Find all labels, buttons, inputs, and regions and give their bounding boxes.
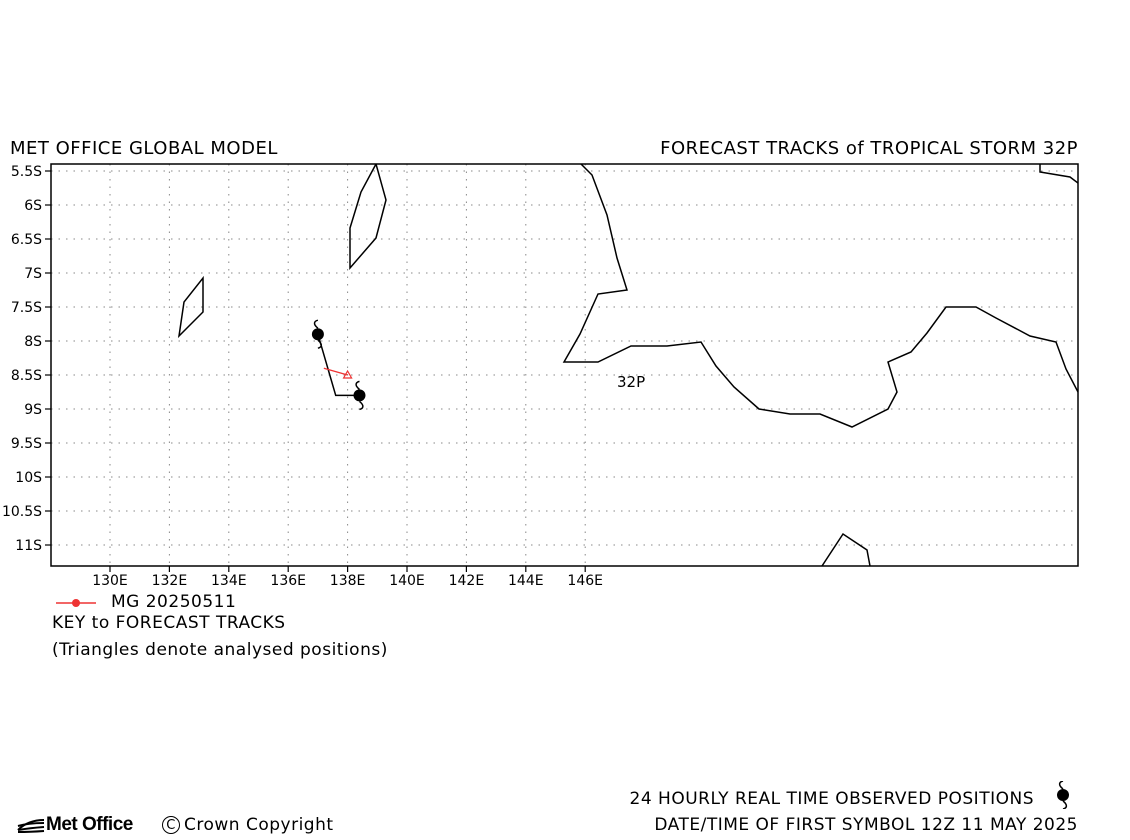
axis-ticks: 5.5S 6S 6.5S 7S 7.5S 8S 8.5S 9S 9.5S 10S 10.5S 11S 1…	[2, 164, 603, 589]
copyright-icon: C	[162, 816, 180, 834]
cyclone-symbol-arm	[317, 339, 323, 349]
lon-tick-label: 144E	[508, 573, 544, 589]
lat-tick-label: 5.5S	[11, 164, 42, 180]
cyclone-symbol-first	[311, 319, 324, 349]
lat-tick-label: 6S	[24, 198, 42, 214]
lon-tick-label: 134E	[211, 573, 247, 589]
lat-tick-label: 10S	[15, 470, 42, 486]
cyclone-symbol-arm	[313, 319, 319, 329]
plot-frame	[50, 163, 1079, 567]
lon-tick-label: 136E	[270, 573, 306, 589]
met-office-logo: Met Office	[16, 812, 133, 838]
analysed-position-triangle	[342, 369, 353, 379]
lon-tick-label: 140E	[389, 573, 425, 589]
key-note: (Triangles denote analysed positions)	[52, 640, 388, 660]
lat-tick-label: 7.5S	[11, 300, 42, 316]
coastline-new-guinea	[562, 164, 1078, 428]
met-office-swirl-icon	[17, 819, 45, 833]
lat-tick-label: 8S	[24, 334, 42, 350]
copyright-notice: C Crown Copyright	[162, 815, 334, 835]
storm-label: 32P	[617, 373, 645, 391]
key-title: KEY to FORECAST TRACKS	[52, 613, 286, 633]
forecast-track-line	[323, 367, 348, 376]
lon-tick-label: 132E	[152, 573, 188, 589]
cyclone-symbol-arm	[355, 380, 360, 390]
observed-track-line	[317, 333, 360, 397]
lon-tick-label: 130E	[92, 573, 128, 589]
coastline-south	[821, 532, 871, 566]
lat-tick-label: 10.5S	[2, 504, 42, 520]
lat-tick-label: 11S	[15, 538, 42, 554]
coastline-northeast	[1039, 164, 1078, 184]
cyclone-symbol-core	[311, 328, 324, 341]
lat-tick-label: 9.5S	[11, 436, 42, 452]
first-symbol-datetime: DATE/TIME OF FIRST SYMBOL 12Z 11 MAY 202…	[654, 815, 1078, 835]
lat-tick-label: 8.5S	[11, 368, 42, 384]
legend-entry-label: MG 20250511	[111, 592, 237, 612]
lat-tick-label: 6.5S	[11, 232, 42, 248]
coastlines	[177, 164, 1078, 566]
coastline-island-west	[177, 275, 204, 339]
cyclone-symbol-icon	[1057, 781, 1069, 809]
copyright-text: Crown Copyright	[184, 815, 334, 835]
observed-positions-label: 24 HOURLY REAL TIME OBSERVED POSITIONS	[629, 789, 1034, 809]
cyclone-symbol-core	[353, 389, 366, 402]
model-title: MET OFFICE GLOBAL MODEL	[10, 138, 278, 159]
tracks	[311, 319, 366, 411]
met-office-logo-text: Met Office	[46, 814, 133, 835]
legend-line-icon	[56, 599, 96, 607]
lon-tick-label: 138E	[330, 573, 366, 589]
chart-title: FORECAST TRACKS of TROPICAL STORM 32P	[660, 138, 1078, 159]
lat-tick-label: 7S	[24, 266, 42, 282]
lat-tick-label: 9S	[24, 402, 42, 418]
cyclone-symbol-last	[353, 380, 366, 411]
coastline-island-north	[349, 164, 387, 271]
lon-tick-label: 146E	[567, 573, 603, 589]
lon-tick-label: 142E	[449, 573, 485, 589]
map-grid	[51, 164, 1078, 566]
cyclone-symbol-arm	[358, 400, 364, 411]
